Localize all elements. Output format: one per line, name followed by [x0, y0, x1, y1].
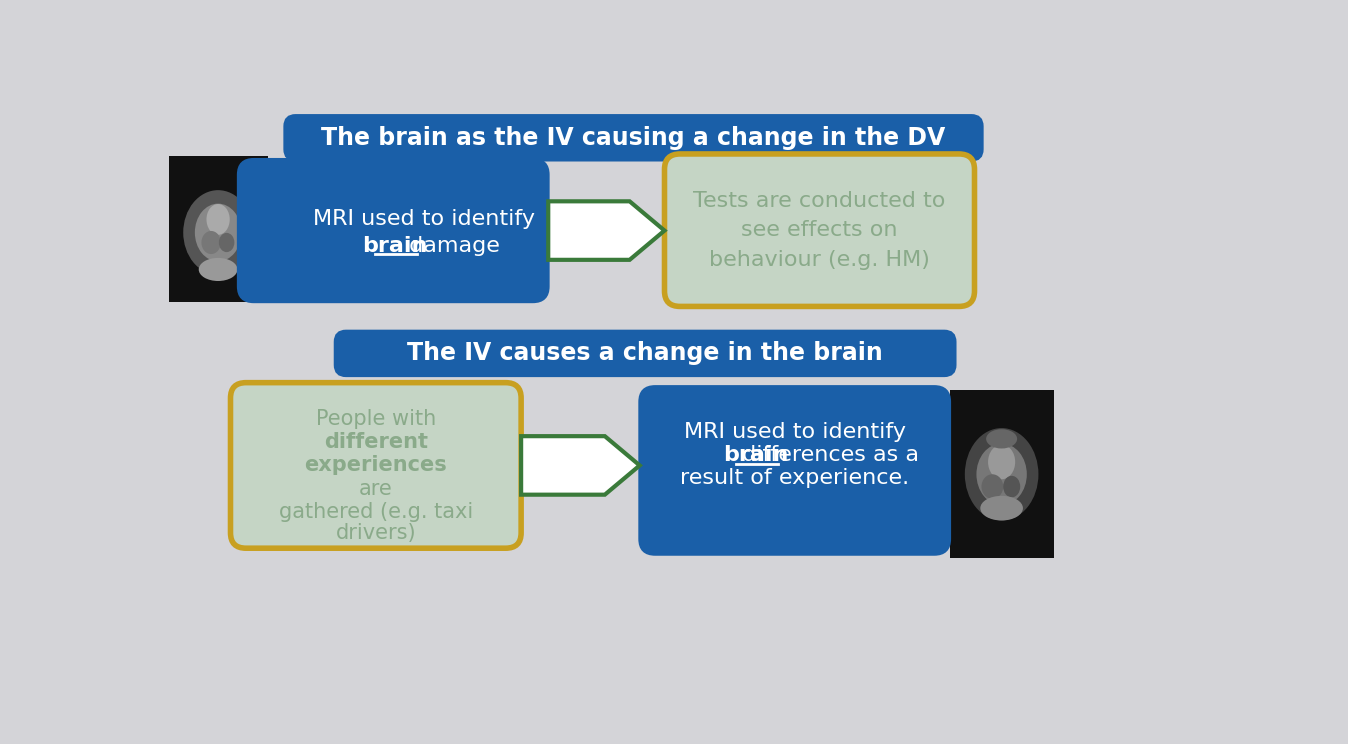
Text: The brain as the IV causing a change in the DV: The brain as the IV causing a change in … [321, 126, 946, 150]
Ellipse shape [206, 204, 229, 235]
Text: brain: brain [363, 236, 427, 256]
FancyBboxPatch shape [336, 331, 956, 376]
Polygon shape [549, 202, 665, 260]
Text: are: are [359, 478, 392, 498]
Text: drivers): drivers) [336, 523, 417, 543]
Text: experiences: experiences [305, 455, 448, 475]
Ellipse shape [988, 445, 1015, 479]
Ellipse shape [198, 258, 237, 281]
FancyBboxPatch shape [231, 382, 522, 548]
Text: MRI used to identify: MRI used to identify [683, 422, 906, 442]
Text: differences as a: differences as a [735, 445, 919, 465]
FancyBboxPatch shape [284, 115, 983, 160]
Ellipse shape [976, 443, 1027, 505]
Text: MRI used to identify: MRI used to identify [313, 209, 535, 229]
Ellipse shape [980, 496, 1023, 521]
Text: damage: damage [403, 236, 500, 256]
Text: result of experience.: result of experience. [681, 468, 910, 488]
Ellipse shape [1003, 476, 1020, 498]
Bar [950, 391, 1054, 558]
Bar [168, 155, 268, 302]
Ellipse shape [981, 474, 1003, 499]
Text: gathered (e.g. taxi: gathered (e.g. taxi [279, 501, 473, 522]
Text: Tests are conducted to
see effects on
behaviour (e.g. HM): Tests are conducted to see effects on be… [693, 190, 946, 270]
Ellipse shape [987, 429, 1018, 449]
Text: People with: People with [315, 409, 435, 429]
FancyBboxPatch shape [665, 154, 975, 307]
Ellipse shape [965, 428, 1038, 521]
FancyBboxPatch shape [640, 386, 950, 554]
FancyBboxPatch shape [239, 159, 549, 302]
Ellipse shape [183, 190, 253, 275]
Text: brain: brain [724, 445, 789, 465]
Text: different: different [324, 432, 427, 452]
Ellipse shape [195, 204, 241, 261]
Ellipse shape [218, 233, 235, 252]
Text: The IV causes a change in the brain: The IV causes a change in the brain [407, 341, 883, 365]
Polygon shape [522, 436, 640, 495]
Ellipse shape [201, 231, 221, 254]
